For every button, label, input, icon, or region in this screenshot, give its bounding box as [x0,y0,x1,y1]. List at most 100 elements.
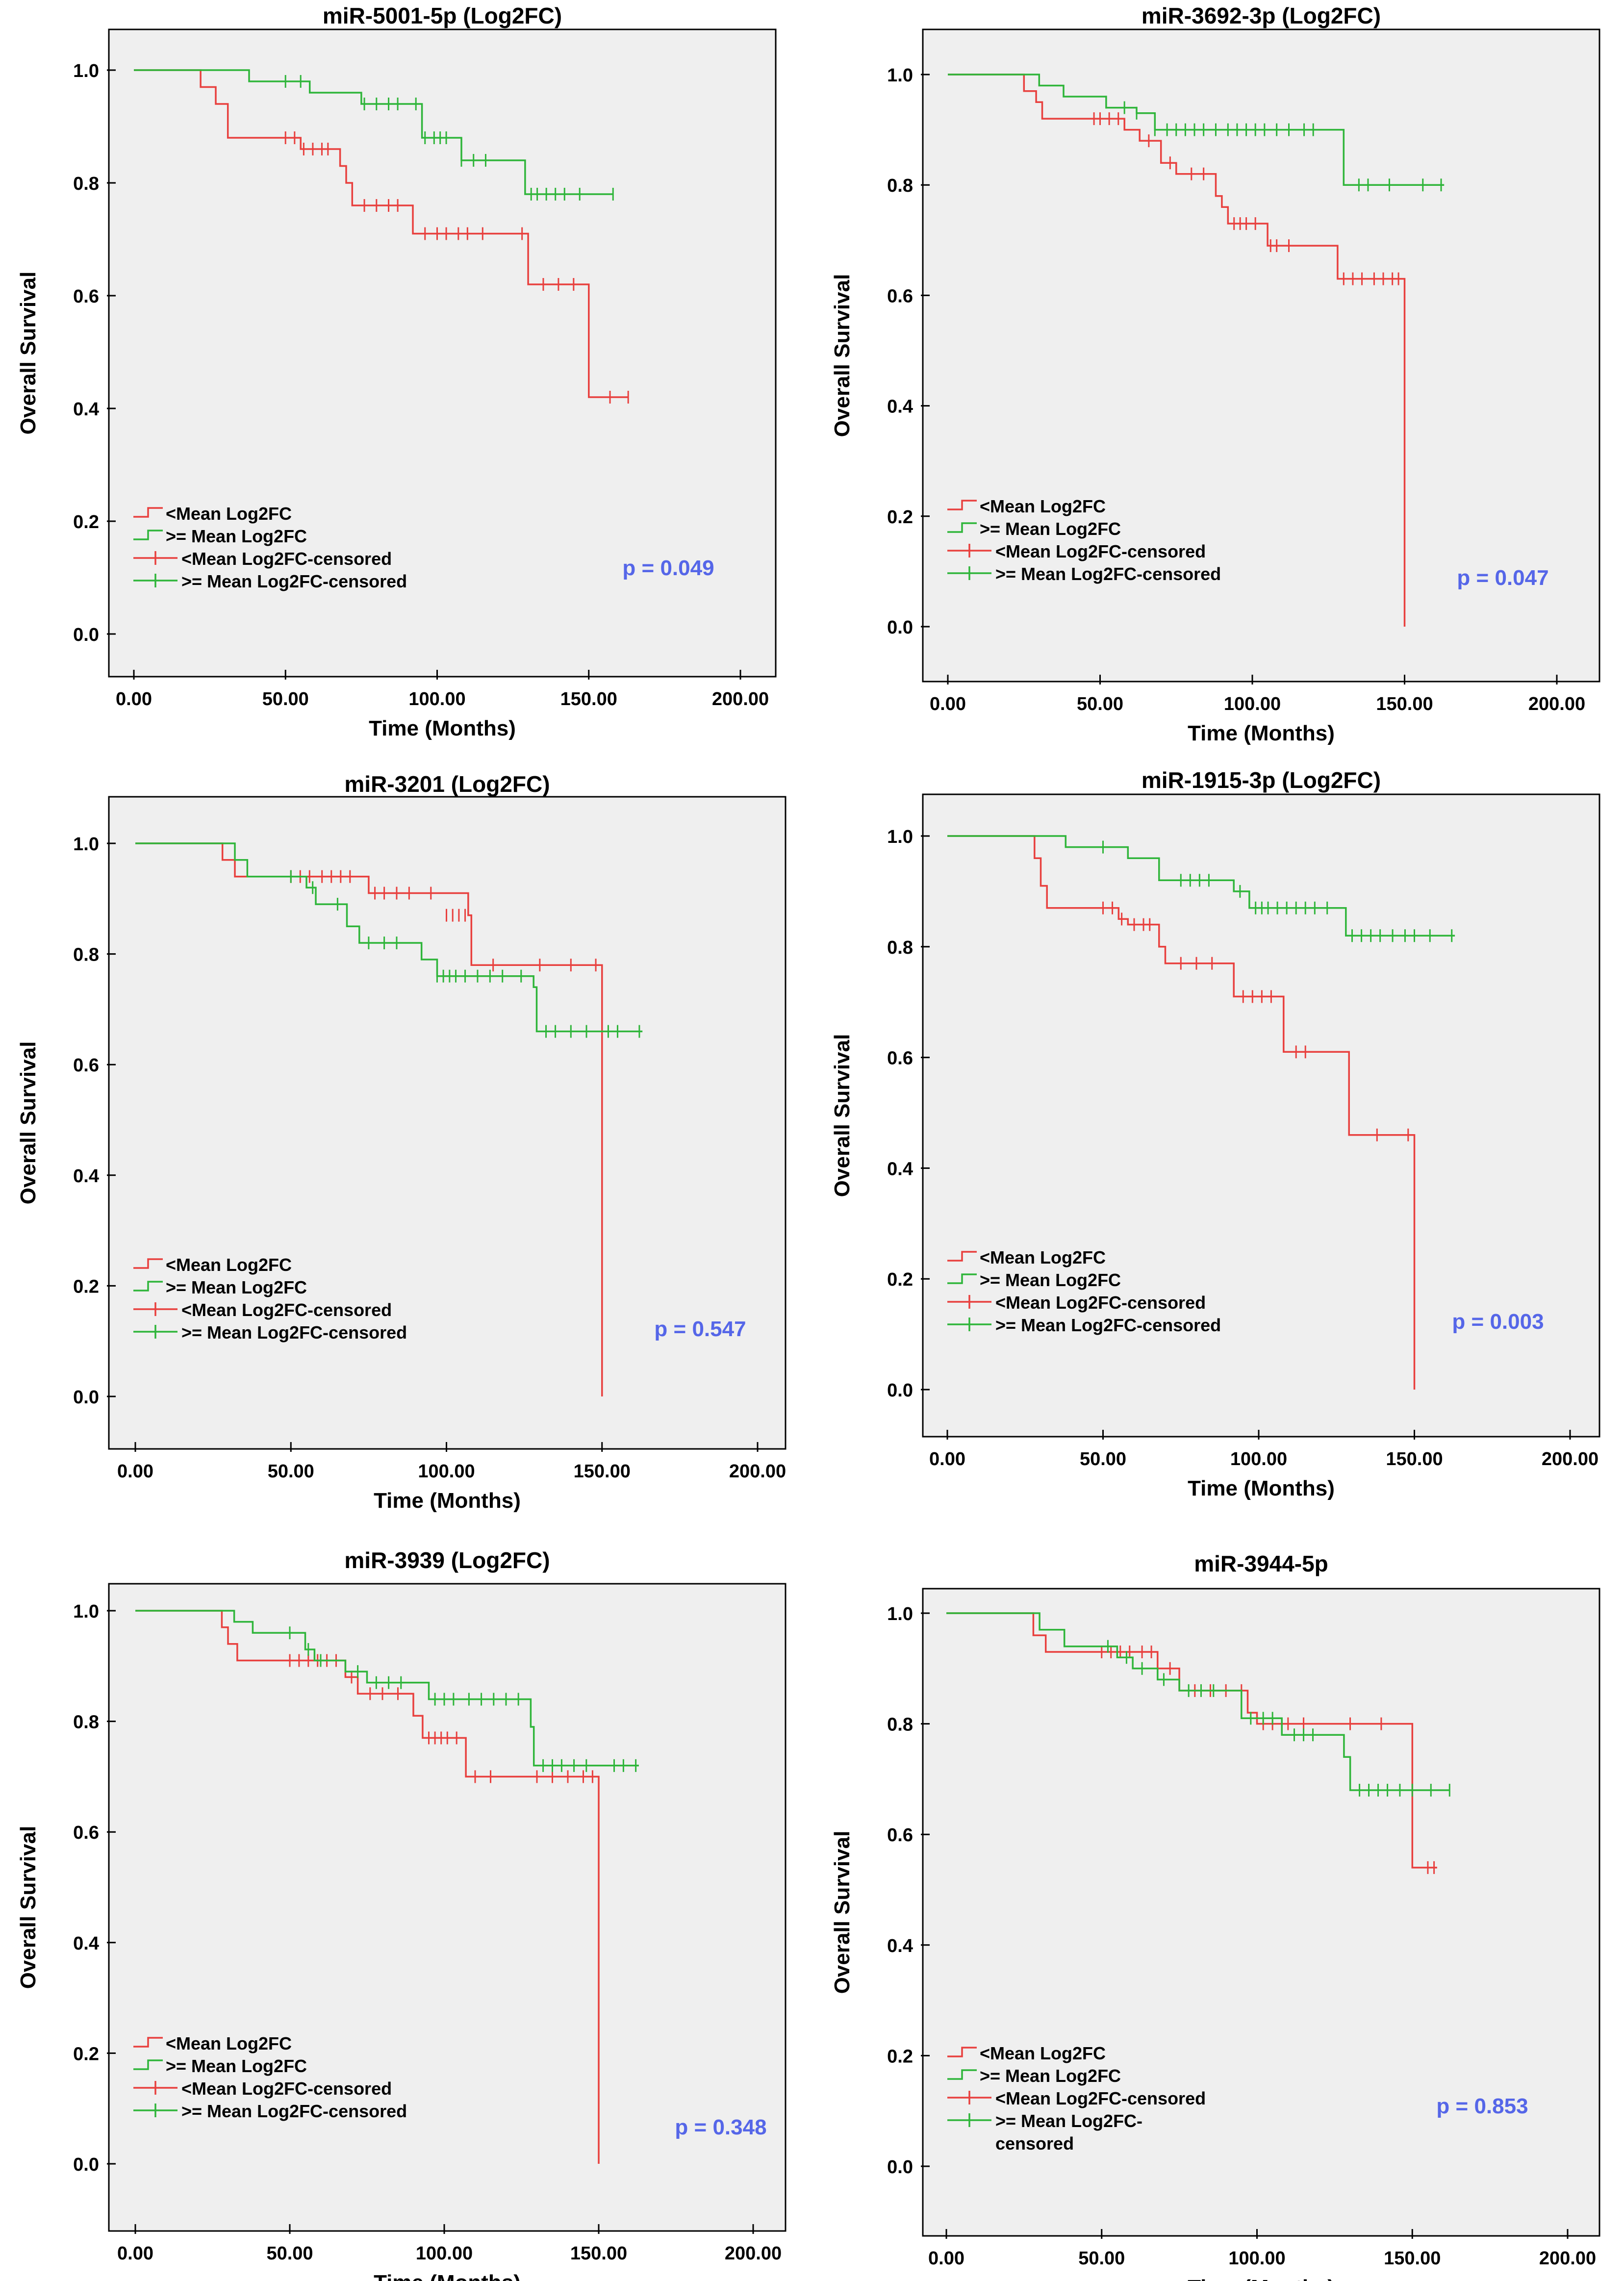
legend-swatch-low [133,507,163,518]
legend-entry: >= Mean Log2FC [166,526,307,546]
x-tick-label: 150.00 [1376,694,1433,714]
y-tick-label: 0.6 [73,1823,99,1843]
y-tick-label: 0.8 [73,174,99,194]
y-tick-label: 0.4 [887,397,913,417]
legend-swatch-low [947,2047,977,2057]
chart-title: miR-1915-3p (Log2FC) [1142,767,1381,793]
p-value: p = 0.047 [1457,566,1548,590]
plot-area [922,793,1600,1438]
x-tick-label: 50.00 [1077,694,1123,714]
legend-entry: <Mean Log2FC [980,496,1106,516]
x-axis-label: Time (Months) [1188,1476,1335,1500]
y-tick-label: 0.2 [887,1269,913,1290]
legend-entry: >= Mean Log2FC-censored [995,1315,1221,1335]
plot-area [922,28,1600,683]
x-tick-label: 150.00 [570,2243,627,2264]
p-value: p = 0.348 [675,2115,766,2139]
y-tick-label: 0.2 [73,1276,99,1297]
x-tick-label: 150.00 [1384,2248,1441,2269]
y-axis-label: Overall Survival [16,272,40,435]
y-tick-label: 0.0 [73,625,99,645]
x-tick-label: 0.00 [929,1449,965,1470]
y-tick-label: 0.4 [887,1159,913,1179]
p-value: p = 0.003 [1452,1310,1544,1334]
x-tick-label: 0.00 [928,2248,964,2269]
legend-entry: <Mean Log2FC [166,2033,292,2053]
legend-entry: <Mean Log2FC [980,1247,1106,1267]
legend-entry: >= Mean Log2FC [980,1270,1121,1290]
x-tick-label: 200.00 [1539,2248,1596,2269]
x-tick-label: 50.00 [1080,1449,1126,1470]
x-tick-label: 200.00 [1542,1449,1599,1470]
legend-entry: <Mean Log2FC-censored [181,549,392,569]
y-tick-label: 0.2 [887,507,913,528]
legend-entry: <Mean Log2FC-censored [181,1300,392,1320]
p-value: p = 0.547 [654,1317,746,1341]
survival-curve-low [948,74,1406,627]
legend-entry: <Mean Log2FC [166,504,292,524]
legend-swatch-low [133,1258,163,1269]
y-axis-label: Overall Survival [830,1831,854,1994]
legend-swatch-low [947,1251,977,1262]
survival-curve-high [946,1612,1450,1791]
x-axis-label: Time (Months) [1188,721,1335,745]
x-tick-label: 100.00 [418,1461,475,1482]
y-tick-label: 0.4 [73,1933,99,1954]
chart-title: miR-5001-5p (Log2FC) [323,3,562,28]
y-tick-label: 1.0 [73,61,99,81]
legend-entry: >= Mean Log2FC-censored [995,564,1221,584]
legend-swatch-high [947,522,977,533]
y-tick-label: 0.6 [887,1048,913,1069]
legend-entry: >= Mean Log2FC [980,519,1121,539]
y-tick-label: 0.6 [887,286,913,306]
legend-entry: <Mean Log2FC-censored [995,1293,1206,1313]
y-tick-label: 0.0 [887,2157,913,2178]
legend-entry: <Mean Log2FC-censored [995,2088,1206,2108]
y-tick-label: 0.4 [73,399,99,420]
x-tick-label: 0.00 [930,694,966,714]
y-axis-label: Overall Survival [830,1034,854,1197]
legend-swatch-high [133,2059,163,2070]
y-tick-label: 0.8 [887,1715,913,1735]
y-tick-label: 0.0 [887,1380,913,1401]
chart-title: miR-3201 (Log2FC) [344,771,550,797]
y-tick-label: 1.0 [887,1604,913,1624]
legend-swatch-high [947,2069,977,2080]
survival-curve-high [135,1610,639,1767]
x-tick-label: 50.00 [262,689,309,710]
chart-panel-6: miR-3944-5p 0.0 0.2 0.4 0.6 0.8 1.0 0.00 50.00 10… [830,1551,1600,2281]
survival-curve-low [135,842,603,1396]
legend-entry: <Mean Log2FC [980,2043,1106,2063]
chart-panel-1: miR-5001-5p (Log2FC) 0.0 0.2 0.4 0.6 0.8 1.0 0.… [16,3,777,740]
chart-panel-3: miR-3201 (Log2FC) 0.0 0.2 0.4 0.6 0.8 1.0 0.00 5… [16,771,787,1513]
legend-entry: >= Mean Log2FC-censored [181,2101,407,2121]
y-tick-label: 0.8 [73,945,99,965]
y-tick-label: 1.0 [73,834,99,855]
chart-title: miR-3944-5p [1194,1551,1328,1576]
legend-entry: <Mean Log2FC-censored [995,541,1206,561]
y-tick-label: 0.6 [73,1055,99,1076]
legend-entry: >= Mean Log2FC [166,2056,307,2076]
p-value: p = 0.049 [622,556,714,580]
legend-entry: >= Mean Log2FC-censored [181,571,407,591]
x-tick-label: 200.00 [712,689,769,710]
y-axis-label: Overall Survival [16,1826,40,1989]
legend-entry: >= Mean Log2FC [980,2066,1121,2086]
y-tick-label: 0.0 [73,1387,99,1408]
x-tick-label: 200.00 [729,1461,786,1482]
p-value: p = 0.853 [1436,2094,1528,2118]
x-tick-label: 100.00 [1228,2248,1285,2269]
x-tick-label: 50.00 [1078,2248,1125,2269]
y-tick-label: 0.6 [73,286,99,307]
legend-swatch-high [133,1281,163,1292]
x-tick-label: 150.00 [1386,1449,1443,1470]
legend-swatch-high [947,1273,977,1284]
chart-panel-4: miR-1915-3p (Log2FC) 0.0 0.2 0.4 0.6 0.8 1.0 0.… [830,767,1600,1500]
chart-title: miR-3939 (Log2FC) [344,1547,550,1573]
x-tick-label: 100.00 [416,2243,473,2264]
x-tick-label: 100.00 [408,689,465,710]
y-tick-label: 0.8 [887,938,913,958]
y-tick-label: 0.0 [73,2154,99,2175]
survival-curve-high [134,69,613,195]
